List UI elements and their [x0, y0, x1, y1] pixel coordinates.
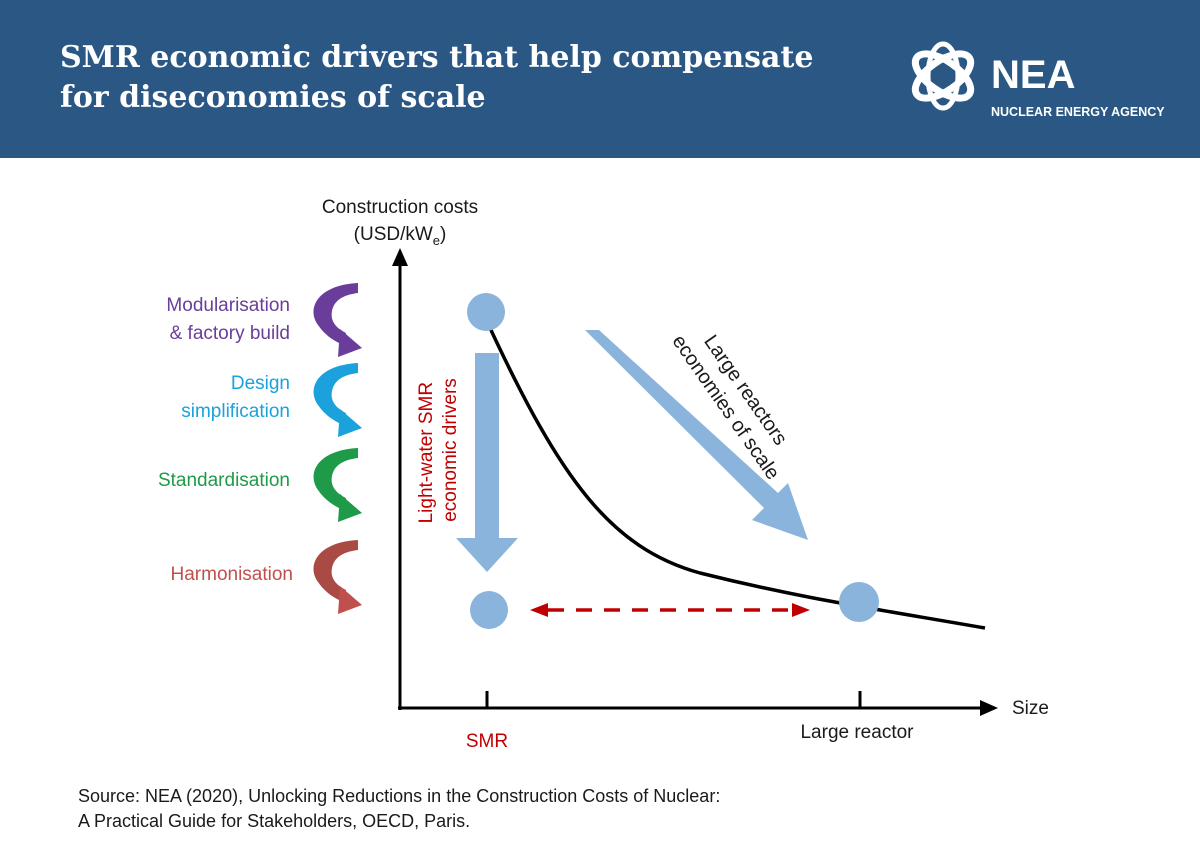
- driver-modularisation: Modularisation & factory build: [166, 283, 362, 357]
- curved-arrow-icon: [313, 363, 362, 437]
- driver-design-simplification: Design simplification: [181, 363, 362, 437]
- y-axis-unit-suffix: ): [440, 224, 446, 245]
- driver-label-line-1: Harmonisation: [171, 564, 294, 585]
- cost-diagram: Construction costs (USD/kWe) Size SMR La…: [158, 197, 1049, 752]
- large-reactor-marker: [839, 582, 879, 622]
- header-banner: SMR economic drivers that help compensat…: [0, 0, 1200, 158]
- x-axis-arrowhead: [980, 700, 998, 716]
- source-citation: Source: NEA (2020), Unlocking Reductions…: [78, 784, 838, 834]
- nea-logo: NEA NUCLEAR ENERGY AGENCY: [911, 41, 1165, 119]
- driver-label-line-1: Design: [231, 373, 290, 394]
- logo-text: NEA: [991, 53, 1075, 97]
- source-line-2: A Practical Guide for Stakeholders, OECD…: [78, 811, 471, 831]
- driver-label-line-2: & factory build: [170, 323, 290, 344]
- y-axis-unit-prefix: (USD/kW: [354, 224, 433, 245]
- logo-subtext: NUCLEAR ENERGY AGENCY: [991, 105, 1165, 119]
- driver-standardisation: Standardisation: [158, 448, 362, 522]
- y-axis-arrowhead: [392, 248, 408, 266]
- smr-drivers-label-line-1: Light-water SMR: [416, 382, 437, 524]
- smr-drivers-label: Light-water SMR economic drivers: [416, 377, 461, 524]
- smr-drivers-label-line-2: economic drivers: [440, 378, 461, 522]
- curved-arrow-icon: [313, 540, 362, 614]
- driver-label-line-1: Standardisation: [158, 470, 290, 491]
- y-axis-label-line-2: (USD/kWe): [354, 224, 447, 248]
- curved-arrow-icon: [313, 283, 362, 357]
- smr-low-cost-marker: [470, 591, 508, 629]
- y-axis-unit-subscript: e: [433, 233, 440, 248]
- atom-swirl-icon: [911, 41, 975, 111]
- smr-high-cost-marker: [467, 293, 505, 331]
- source-line-1: Source: NEA (2020), Unlocking Reductions…: [78, 786, 721, 806]
- dashed-arrowhead-right: [792, 603, 810, 617]
- title-line-2: for diseconomies of scale: [60, 80, 486, 115]
- dashed-arrowhead-left: [530, 603, 548, 617]
- page-title: SMR economic drivers that help compensat…: [60, 38, 840, 118]
- x-axis-label: Size: [1012, 698, 1049, 719]
- x-tick-large-label: Large reactor: [800, 722, 914, 743]
- driver-label-line-2: simplification: [181, 401, 290, 422]
- cost-curve: [488, 327, 986, 630]
- driver-label-line-1: Modularisation: [166, 295, 290, 316]
- smr-drivers-arrow: [456, 353, 518, 572]
- title-line-1: SMR economic drivers that help compensat…: [60, 40, 814, 75]
- y-axis-label-line-1: Construction costs: [322, 197, 478, 218]
- x-tick-smr-label: SMR: [466, 731, 508, 752]
- economies-of-scale-arrow: [585, 330, 808, 540]
- driver-harmonisation: Harmonisation: [171, 540, 362, 614]
- curved-arrow-icon: [313, 448, 362, 522]
